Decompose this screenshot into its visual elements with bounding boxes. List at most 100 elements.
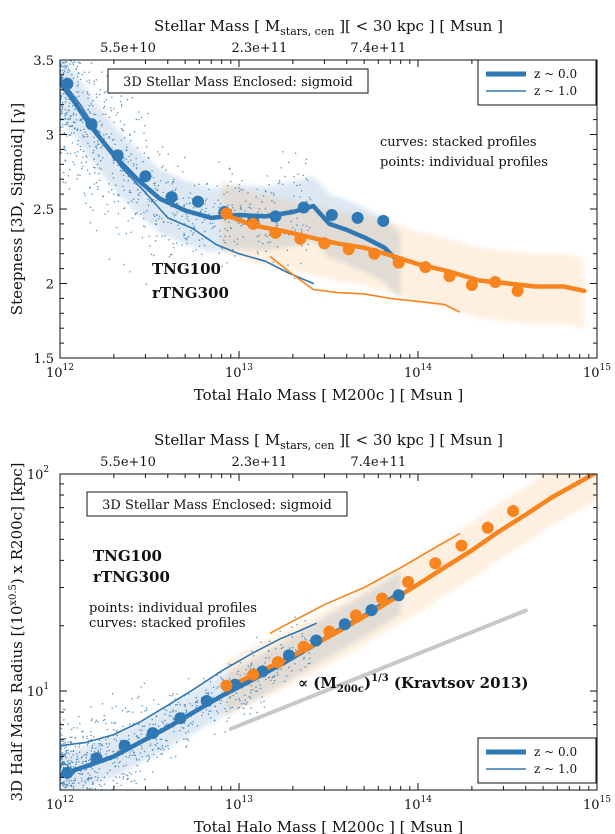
sim-label-tng100: TNG100 bbox=[152, 260, 221, 278]
halo-dot bbox=[81, 802, 83, 804]
halo-dot bbox=[210, 692, 213, 694]
halo-dot bbox=[192, 206, 195, 209]
halo-dot bbox=[115, 740, 118, 742]
halo-dot bbox=[149, 744, 151, 747]
halo-dot bbox=[144, 710, 146, 712]
halo-dot bbox=[112, 162, 115, 164]
halo-dot bbox=[111, 96, 113, 98]
point-tng100 bbox=[192, 195, 204, 208]
halo-dot bbox=[168, 256, 171, 258]
halo-dot bbox=[67, 175, 70, 177]
halo-dot bbox=[127, 801, 128, 803]
halo-dot bbox=[235, 698, 237, 701]
halo-dot bbox=[105, 753, 107, 755]
halo-dot bbox=[98, 167, 101, 169]
halo-dot bbox=[87, 142, 89, 145]
halo-dot bbox=[255, 690, 257, 692]
halo-dot bbox=[192, 720, 194, 723]
halo-dot bbox=[291, 669, 293, 672]
point-rtng300 bbox=[318, 237, 331, 250]
halo-dot bbox=[60, 792, 62, 794]
halo-dot bbox=[76, 65, 79, 68]
halo-dot bbox=[195, 701, 197, 704]
halo-dot bbox=[211, 227, 213, 230]
halo-dot bbox=[168, 238, 170, 241]
halo-dot bbox=[279, 630, 281, 632]
halo-dot bbox=[64, 114, 66, 117]
halo-dot bbox=[70, 760, 73, 762]
halo-dot bbox=[65, 785, 68, 788]
halo-dot bbox=[154, 723, 157, 726]
point-tng100 bbox=[377, 214, 390, 227]
halo-dot bbox=[73, 132, 75, 134]
halo-dot bbox=[61, 781, 64, 784]
halo-dot bbox=[145, 283, 148, 285]
halo-dot bbox=[75, 40, 77, 42]
halo-dot bbox=[86, 135, 89, 138]
halo-dot bbox=[239, 204, 242, 207]
halo-dot bbox=[178, 228, 180, 230]
halo-dot bbox=[240, 208, 243, 211]
halo-dot bbox=[172, 181, 175, 183]
halo-dot bbox=[226, 720, 228, 723]
halo-dot bbox=[99, 743, 102, 745]
halo-dot bbox=[69, 118, 71, 120]
halo-dot bbox=[161, 752, 163, 755]
halo-dot bbox=[60, 794, 62, 796]
halo-dot bbox=[184, 156, 186, 158]
halo-dot bbox=[228, 697, 231, 699]
halo-dot bbox=[181, 244, 183, 246]
halo-dot bbox=[64, 805, 66, 807]
halo-dot bbox=[62, 785, 64, 787]
halo-dot bbox=[59, 50, 61, 52]
halo-dot bbox=[89, 758, 91, 761]
halo-dot bbox=[120, 127, 123, 130]
halo-dot bbox=[244, 210, 246, 212]
halo-dot bbox=[139, 729, 141, 731]
halo-dot bbox=[67, 762, 70, 765]
halo-dot bbox=[192, 271, 195, 274]
halo-dot bbox=[93, 743, 96, 745]
halo-dot bbox=[60, 761, 62, 764]
halo-dot bbox=[83, 71, 86, 74]
halo-dot bbox=[116, 757, 118, 760]
halo-dot bbox=[123, 189, 126, 192]
halo-dot bbox=[93, 183, 96, 185]
halo-dot bbox=[75, 155, 78, 157]
halo-dot bbox=[63, 65, 66, 67]
halo-dot bbox=[121, 709, 124, 712]
halo-dot bbox=[102, 107, 105, 109]
halo-dot bbox=[128, 710, 130, 713]
halo-dot bbox=[214, 225, 216, 228]
halo-dot bbox=[167, 744, 169, 747]
kravtsov-relation-line bbox=[228, 608, 528, 731]
halo-dot bbox=[176, 693, 178, 695]
halo-dot bbox=[125, 756, 128, 758]
halo-dot bbox=[65, 18, 67, 20]
halo-dot bbox=[232, 249, 234, 251]
halo-dot bbox=[136, 147, 139, 149]
halo-dot bbox=[76, 150, 79, 153]
halo-dot bbox=[162, 165, 164, 167]
halo-dot bbox=[63, 762, 65, 765]
halo-dot bbox=[78, 751, 81, 753]
halo-dot bbox=[126, 778, 129, 780]
halo-dot bbox=[63, 761, 66, 763]
halo-dot bbox=[121, 773, 123, 775]
halo-dot bbox=[105, 98, 108, 101]
halo-dot bbox=[245, 703, 247, 705]
halo-dot bbox=[122, 174, 125, 177]
halo-dot bbox=[228, 235, 231, 237]
halo-dot bbox=[59, 815, 61, 817]
halo-dot bbox=[208, 710, 210, 712]
halo-dot bbox=[228, 717, 230, 719]
halo-dot bbox=[125, 158, 128, 160]
halo-dot bbox=[195, 697, 198, 699]
halo-dot bbox=[149, 245, 151, 247]
curve-rtng300-z0 bbox=[219, 211, 587, 294]
halo-dot bbox=[117, 195, 119, 197]
halo-dot bbox=[135, 163, 138, 166]
halo-dot bbox=[62, 92, 65, 95]
halo-dot bbox=[157, 184, 159, 187]
halo-dot bbox=[293, 181, 295, 184]
